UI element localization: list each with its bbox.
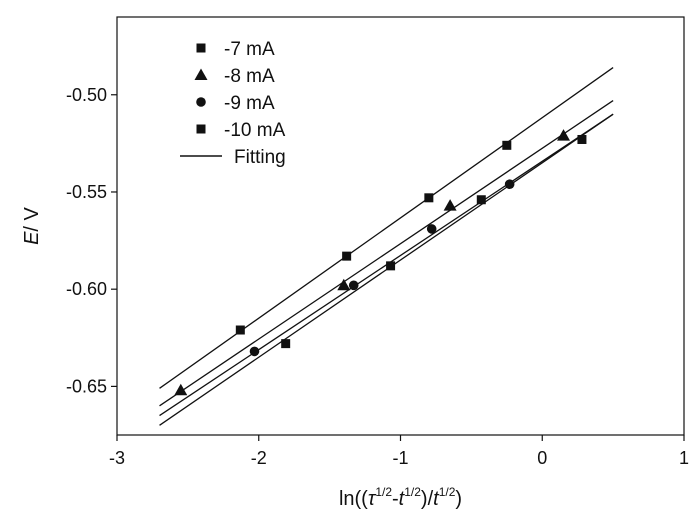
legend-label: -7 mA xyxy=(224,39,275,60)
data-point-triangle xyxy=(443,199,457,211)
x-tick-label: -3 xyxy=(109,448,125,468)
x-title-part: ) xyxy=(455,488,462,510)
data-point-circle xyxy=(426,224,437,234)
data-point-square xyxy=(502,140,512,150)
legend-label: Fitting xyxy=(234,147,286,168)
data-point-square xyxy=(342,251,352,261)
x-title-part: t xyxy=(399,488,406,510)
x-title-part: )/ xyxy=(421,488,434,510)
x-axis-title: ln((τ1/2-t1/2)/t1/2) xyxy=(339,485,462,510)
y-axis-title-unit: / V xyxy=(21,206,43,231)
legend-marker-triangle xyxy=(194,68,208,80)
legend: -7 mA -8 mA -9 mA -10 mA Fitting xyxy=(180,39,286,168)
y-tick-label: -0.60 xyxy=(66,279,107,299)
x-title-superscript: 1/2 xyxy=(375,485,392,499)
data-point-triangle xyxy=(337,278,351,291)
y-tick-label: -0.65 xyxy=(66,376,107,396)
legend-marker-square xyxy=(196,43,206,53)
fitting-line xyxy=(159,100,614,407)
y-axis-title-symbol: E xyxy=(21,231,43,245)
x-tick-label: 0 xyxy=(537,448,547,468)
fitting-line xyxy=(159,67,614,389)
data-point-triangle xyxy=(174,383,188,396)
x-axis: -3 -2 -1 0 1 xyxy=(109,435,689,468)
data-point-square xyxy=(281,339,291,349)
data-point-square xyxy=(577,134,587,144)
legend-marker-square xyxy=(196,124,206,134)
y-tick-label: -0.50 xyxy=(66,85,107,105)
x-tick-label: -1 xyxy=(392,448,408,468)
data-point-circle xyxy=(504,179,515,189)
data-points xyxy=(174,129,587,396)
y-axis-title: E/ V xyxy=(21,206,43,244)
legend-marker-circle xyxy=(196,97,206,107)
data-point-circle xyxy=(348,280,359,291)
data-point-square xyxy=(386,261,396,271)
x-title-part: t xyxy=(433,488,440,510)
x-title-part: τ xyxy=(368,488,377,510)
data-point-square xyxy=(424,193,434,203)
data-point-square xyxy=(476,195,486,205)
legend-label: -9 mA xyxy=(224,93,275,114)
x-title-part: - xyxy=(392,488,399,510)
y-axis: -0.65 -0.60 -0.55 -0.50 xyxy=(66,85,117,396)
y-tick-label: -0.55 xyxy=(66,182,107,202)
data-point-square xyxy=(235,325,245,335)
legend-label: -10 mA xyxy=(224,120,286,141)
x-title-superscript: 1/2 xyxy=(404,485,421,499)
data-point-circle xyxy=(249,346,260,357)
x-tick-label: 1 xyxy=(679,448,689,468)
data-point-triangle xyxy=(557,129,571,141)
x-title-superscript: 1/2 xyxy=(439,485,456,499)
x-tick-label: -2 xyxy=(251,448,267,468)
legend-label: -8 mA xyxy=(224,66,275,87)
x-title-part: ln(( xyxy=(339,488,368,510)
